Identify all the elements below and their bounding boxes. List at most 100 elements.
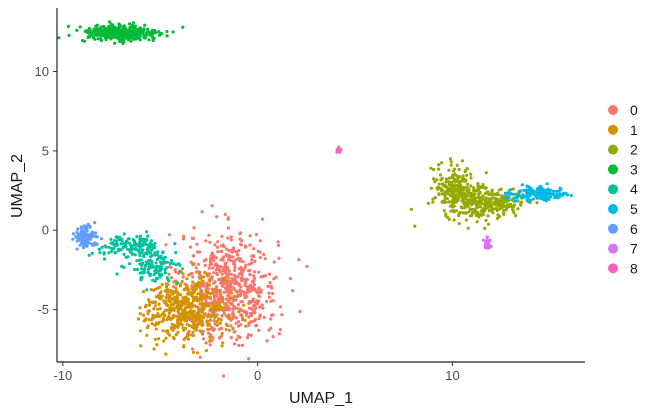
data-point: [500, 194, 504, 198]
data-point: [298, 309, 302, 314]
legend-item-6: 6: [608, 221, 638, 237]
data-point: [542, 188, 546, 192]
data-point: [248, 269, 252, 273]
data-point: [210, 325, 214, 330]
data-point: [152, 347, 156, 351]
data-point: [187, 291, 191, 295]
data-point: [522, 194, 526, 198]
series-4: [80, 230, 182, 292]
data-point: [255, 302, 260, 306]
data-point: [75, 247, 79, 251]
data-point: [174, 286, 178, 290]
data-point: [557, 195, 562, 199]
data-point: [431, 200, 435, 204]
data-point: [144, 237, 148, 241]
data-point: [179, 293, 183, 297]
data-point: [122, 252, 126, 256]
data-point: [154, 295, 158, 299]
data-point: [170, 303, 174, 307]
data-point: [240, 272, 244, 277]
data-point: [109, 30, 113, 35]
data-point: [208, 318, 212, 322]
data-point: [145, 326, 149, 330]
data-point: [232, 268, 237, 272]
data-point: [221, 308, 225, 312]
data-point: [186, 288, 190, 292]
data-point: [256, 290, 260, 294]
data-point: [232, 330, 236, 334]
data-point: [191, 316, 196, 320]
data-point: [191, 254, 196, 258]
data-point: [164, 285, 169, 289]
data-point: [167, 311, 171, 315]
data-point: [504, 196, 508, 200]
data-point: [194, 314, 199, 318]
data-point: [229, 318, 233, 322]
data-point: [156, 307, 160, 311]
data-point: [216, 301, 220, 305]
data-point: [67, 33, 71, 38]
data-point: [170, 291, 174, 295]
data-point: [485, 235, 489, 239]
data-point: [569, 193, 573, 198]
data-point: [441, 199, 445, 203]
legend-item-7: 7: [608, 241, 638, 257]
data-point: [229, 235, 233, 239]
data-point: [147, 309, 151, 313]
data-point: [227, 308, 231, 312]
data-point: [219, 318, 223, 322]
data-point: [254, 232, 258, 237]
data-point: [244, 310, 248, 315]
data-point: [191, 330, 195, 334]
data-point: [209, 315, 213, 319]
data-point: [493, 193, 497, 197]
data-point: [252, 274, 256, 278]
data-point: [164, 352, 168, 356]
data-point: [472, 201, 476, 205]
data-point: [181, 25, 185, 29]
data-point: [149, 245, 153, 249]
data-point: [78, 25, 82, 29]
data-point: [201, 323, 205, 327]
data-point: [102, 25, 106, 29]
data-point: [150, 322, 154, 326]
data-point: [224, 297, 228, 301]
data-point: [84, 235, 88, 239]
data-point: [451, 202, 455, 206]
data-point: [164, 336, 168, 340]
data-point: [114, 239, 118, 243]
data-point: [172, 280, 176, 284]
data-point: [237, 310, 241, 314]
data-point: [446, 192, 450, 196]
data-point: [501, 202, 505, 206]
data-point: [214, 256, 218, 260]
data-point: [305, 264, 309, 269]
data-point: [149, 288, 153, 292]
data-point: [510, 198, 514, 202]
data-point: [448, 157, 453, 161]
legend-swatch: [608, 243, 618, 254]
data-point: [512, 196, 516, 200]
data-point: [221, 243, 225, 247]
data-point: [181, 326, 185, 330]
data-point: [154, 327, 158, 331]
data-point: [147, 303, 152, 307]
data-point: [169, 276, 173, 280]
data-point: [234, 298, 238, 302]
data-point: [161, 329, 165, 333]
data-point: [209, 307, 213, 311]
data-point: [118, 34, 122, 38]
data-point: [109, 22, 113, 26]
data-point: [218, 321, 222, 325]
data-point: [490, 196, 494, 200]
legend-label: 3: [630, 161, 638, 177]
data-point: [204, 341, 208, 345]
data-point: [206, 323, 210, 327]
data-point: [112, 28, 116, 32]
data-point: [172, 297, 176, 301]
data-point: [194, 328, 198, 332]
data-point: [233, 288, 237, 292]
data-point: [252, 247, 256, 251]
data-point: [249, 333, 253, 337]
data-point: [413, 224, 417, 228]
